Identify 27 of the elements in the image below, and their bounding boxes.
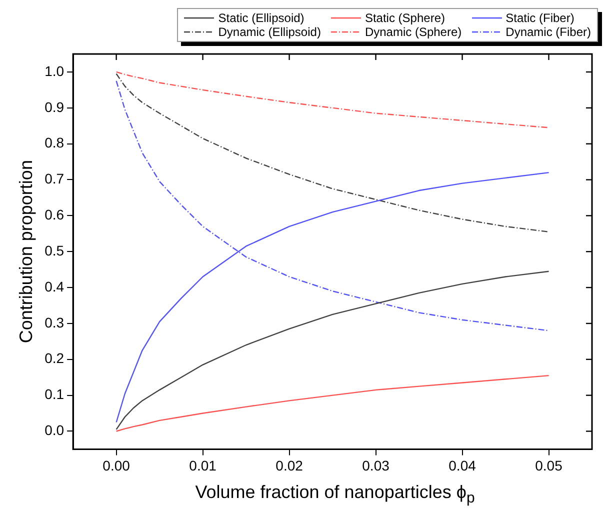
y-tick-label: 1.0: [44, 62, 64, 79]
y-tick-label: 0.1: [44, 386, 64, 402]
y-tick-label: 0.0: [44, 422, 64, 438]
x-tick-label: 0.01: [189, 457, 217, 474]
y-tick-label: 0.5: [44, 242, 64, 258]
legend-label: Dynamic (Fiber): [506, 25, 591, 39]
line-series: [116, 73, 550, 232]
y-tick-label: 0.3: [44, 314, 64, 330]
y-tick-label: 0.6: [44, 206, 64, 223]
y-tick-label: 0.7: [44, 170, 64, 187]
legend-label: Static (Ellipsoid): [218, 11, 304, 25]
x-axis-title: Volume fraction of nanoparticles ϕ$_{p}$: [194, 482, 476, 507]
y-tick-label: 0.8: [44, 134, 64, 151]
legend-label: Dynamic (Sphere): [364, 25, 462, 39]
legend-label: Static (Fiber): [506, 11, 574, 25]
x-tick-label: 0.03: [362, 457, 390, 474]
y-axis-title: Contribution proportion: [16, 160, 36, 344]
x-tick-label: 0.02: [276, 457, 304, 474]
y-tick-label: 0.9: [44, 98, 64, 115]
x-tick-label: 0.05: [535, 457, 563, 474]
legend-label: Dynamic (Ellipsoid): [218, 25, 321, 39]
line-series: [116, 71, 550, 128]
y-tick-label: 0.4: [44, 278, 64, 294]
y-tick-label: 0.2: [44, 350, 64, 366]
legend-label: Static (Sphere): [364, 11, 445, 25]
x-tick-label: 0.00: [102, 457, 130, 474]
x-tick-label: 0.04: [448, 457, 476, 474]
